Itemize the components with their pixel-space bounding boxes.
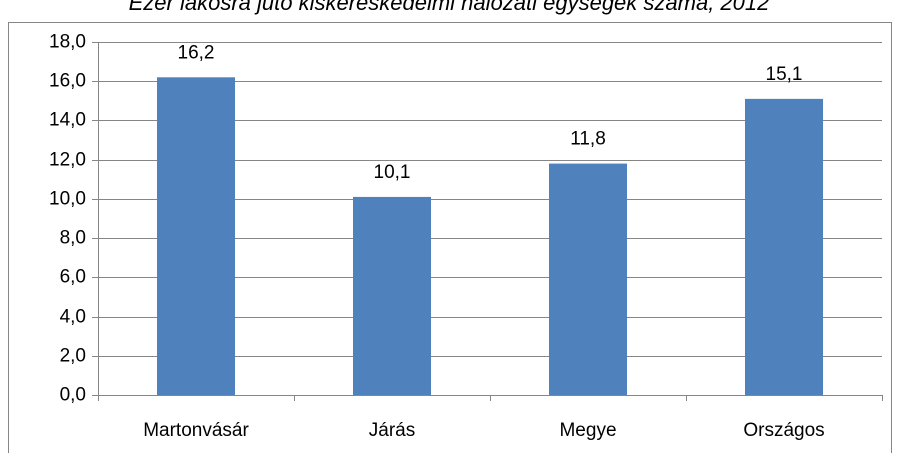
y-tick-label: 4,0 [60,307,86,328]
x-tick-label: Járás [369,420,415,441]
chart-title: Ezer lakosra jutó kiskereskedelmi hálóza… [129,0,770,15]
x-tick-label: Megye [559,420,616,441]
value-label: 11,8 [570,129,606,150]
y-tick-label: 18,0 [49,32,86,53]
bar [353,196,431,395]
bar [549,163,627,395]
y-tick-label: 0,0 [60,385,86,406]
value-label: 16,2 [178,42,215,63]
value-label: 10,1 [374,162,411,183]
y-tick-label: 8,0 [60,228,86,249]
x-tick-label: Martonvásár [143,420,249,441]
y-tick-label: 10,0 [49,189,86,210]
chart-frame [8,22,892,453]
y-tick-label: 2,0 [60,346,86,367]
y-tick-label: 12,0 [49,150,86,171]
y-tick-label: 6,0 [60,267,86,288]
bar [745,98,823,395]
y-tick-label: 16,0 [49,71,86,92]
y-tick-label: 14,0 [49,110,86,131]
value-label: 15,1 [766,64,803,85]
x-tick-label: Országos [743,420,824,441]
bar [157,77,235,396]
